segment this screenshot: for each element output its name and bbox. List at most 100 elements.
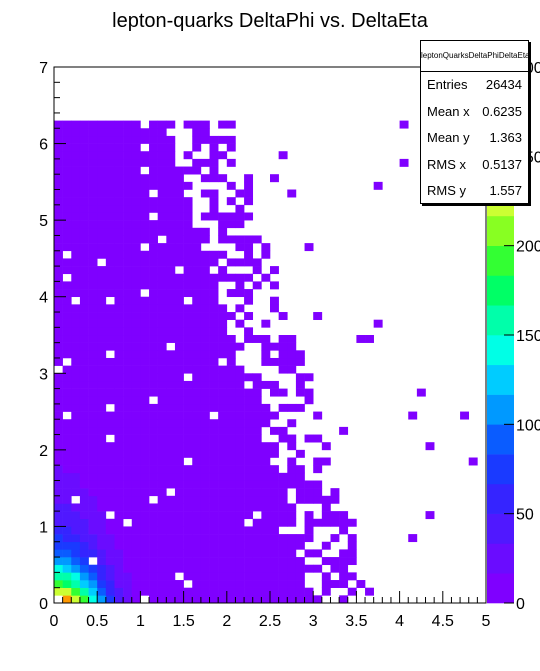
heatmap-cell (166, 189, 176, 198)
heatmap-cell (123, 166, 133, 175)
heatmap-cell (140, 419, 150, 428)
heatmap-cell (88, 511, 98, 520)
heatmap-cell (192, 488, 202, 497)
heatmap-cell (131, 449, 141, 458)
heatmap-cell (235, 549, 245, 558)
y-tick-label: 2 (39, 443, 48, 460)
heatmap-cell (270, 503, 279, 512)
heatmap-cell (183, 411, 193, 420)
heatmap-cell (304, 526, 314, 535)
heatmap-cell (166, 335, 176, 343)
heatmap-cell (140, 220, 150, 229)
heatmap-cell (278, 312, 288, 320)
heatmap-cell (149, 457, 158, 466)
heatmap-cell (149, 143, 158, 152)
y-tick-label: 3 (39, 366, 48, 383)
heatmap-cell (218, 220, 228, 229)
heatmap-cell (192, 595, 202, 604)
heatmap-cell (209, 488, 219, 497)
heatmap-cell (131, 181, 141, 190)
heatmap-cell (347, 518, 357, 527)
heatmap-cell (131, 472, 141, 481)
heatmap-cell (209, 434, 219, 443)
heatmap-cell (218, 580, 228, 588)
heatmap-cell (157, 143, 167, 152)
heatmap-cell (79, 587, 89, 596)
heatmap-cell (88, 296, 98, 305)
heatmap-cell (140, 503, 150, 512)
heatmap-cell (200, 495, 210, 504)
heatmap-cell (244, 403, 254, 412)
heatmap-cell (140, 327, 150, 336)
heatmap-cell (261, 572, 271, 581)
heatmap-cell (114, 472, 124, 481)
heatmap-cell (183, 541, 193, 550)
heatmap-cell (218, 564, 228, 573)
heatmap-cell (200, 273, 210, 282)
heatmap-cell (88, 342, 98, 351)
heatmap-cell (105, 480, 115, 489)
heatmap-cell (88, 220, 98, 229)
heatmap-cell (295, 357, 305, 366)
heatmap-cell (209, 572, 219, 581)
heatmap-cell (140, 373, 150, 382)
heatmap-cell (174, 258, 184, 267)
heatmap-cell (123, 587, 133, 596)
heatmap-cell (114, 227, 124, 236)
heatmap-cell (278, 534, 288, 543)
heatmap-cell (114, 250, 124, 259)
heatmap-cell (149, 380, 158, 389)
heatmap-cell (140, 365, 150, 374)
heatmap-cell (131, 158, 141, 167)
heatmap-cell (235, 472, 245, 481)
heatmap-cell (261, 534, 271, 543)
heatmap-cell (183, 120, 193, 129)
heatmap-cell (339, 511, 349, 520)
heatmap-cell (313, 465, 323, 474)
heatmap-cell (79, 426, 89, 435)
heatmap-cell (140, 151, 150, 160)
heatmap-cell (295, 373, 305, 382)
heatmap-cell (157, 518, 167, 527)
heatmap-cell (166, 319, 176, 328)
heatmap-cell (192, 281, 202, 290)
heatmap-cell (123, 411, 133, 420)
heatmap-cell (226, 403, 236, 412)
heatmap-cell (226, 480, 236, 489)
heatmap-cell (226, 212, 236, 221)
heatmap-cell (166, 380, 176, 389)
heatmap-cell (79, 357, 89, 366)
heatmap-cell (218, 572, 228, 581)
heatmap-cell (183, 181, 193, 190)
heatmap-cell (105, 365, 115, 374)
heatmap-cell (192, 434, 202, 443)
heatmap-cell (97, 304, 107, 313)
heatmap-cell (174, 304, 184, 313)
heatmap-cell (174, 580, 184, 588)
heatmap-cell (97, 426, 107, 435)
heatmap-cell (54, 289, 63, 298)
heatmap-cell (97, 449, 107, 458)
heatmap-cell (71, 319, 81, 328)
heatmap-cell (166, 266, 176, 275)
heatmap-cell (88, 388, 98, 397)
heatmap-cell (209, 273, 219, 282)
heatmap-cell (149, 335, 158, 343)
heatmap-cell (200, 128, 210, 137)
heatmap-cell (278, 587, 288, 596)
heatmap-cell (200, 266, 210, 275)
heatmap-cell (114, 204, 124, 213)
heatmap-cell (79, 158, 89, 167)
heatmap-cell (123, 503, 133, 512)
heatmap-cell (278, 572, 288, 581)
heatmap-cell (174, 243, 184, 252)
heatmap-cell (287, 342, 297, 351)
heatmap-cell (209, 296, 219, 305)
heatmap-cell (235, 289, 245, 298)
heatmap-cell (54, 480, 63, 489)
heatmap-cell (235, 212, 245, 221)
heatmap-cell (79, 243, 89, 252)
heatmap-cell (105, 227, 115, 236)
heatmap-cell (140, 557, 150, 566)
heatmap-cell (88, 518, 98, 527)
